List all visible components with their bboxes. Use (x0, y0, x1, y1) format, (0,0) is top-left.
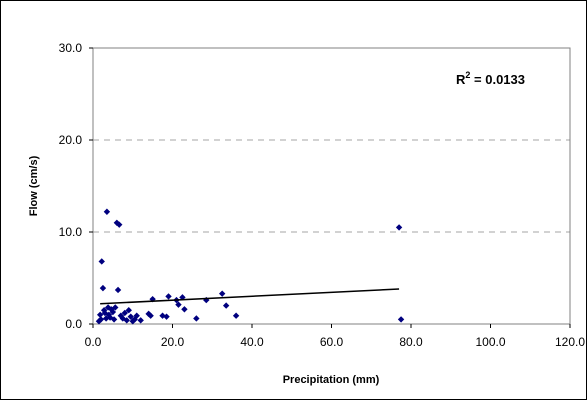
data-point (175, 301, 182, 308)
x-tick-label: 120.0 (555, 335, 585, 349)
data-point (137, 317, 144, 324)
x-tick-label: 60.0 (320, 335, 344, 349)
data-point (193, 315, 200, 322)
data-point (163, 313, 170, 320)
gridlines (93, 139, 570, 233)
x-axis-title: Precipitation (mm) (283, 374, 380, 386)
x-tick-label: 20.0 (161, 335, 185, 349)
y-tick-label: 10.0 (59, 225, 83, 239)
data-point (159, 312, 166, 319)
data-point (165, 293, 172, 300)
data-point (181, 306, 188, 313)
data-point (117, 312, 125, 319)
x-tick-label: 100.0 (475, 335, 505, 349)
data-point (125, 307, 132, 314)
y-tick-label: 30.0 (59, 41, 83, 55)
data-point (123, 317, 130, 324)
x-tick-label: 0.0 (85, 335, 102, 349)
data-point (99, 284, 107, 292)
trendline (100, 288, 400, 305)
data-point (395, 224, 403, 231)
data-point (112, 304, 119, 311)
axis-ticks (89, 47, 571, 328)
data-point (133, 312, 140, 319)
data-point (218, 290, 226, 297)
data-point (222, 302, 230, 309)
data-point (232, 312, 240, 319)
data-point (147, 312, 154, 319)
data-point (127, 313, 134, 320)
y-tick-label: 0.0 (65, 317, 82, 331)
y-tick-labels: 0.0 10.0 20.0 30.0 (59, 41, 83, 331)
x-tick-labels: 0.0 20.0 40.0 60.0 80.0 100.0 120.0 (85, 335, 586, 349)
x-tick-label: 40.0 (240, 335, 264, 349)
data-point (98, 258, 105, 265)
data-points (95, 208, 405, 325)
data-point (109, 308, 117, 316)
plot-area (92, 47, 571, 325)
data-point (121, 309, 128, 317)
data-point (116, 221, 123, 228)
data-point (97, 316, 105, 323)
data-point (103, 208, 111, 215)
data-point (110, 316, 118, 323)
data-point (106, 314, 114, 321)
data-point (397, 316, 405, 323)
data-point (114, 286, 122, 294)
x-tick-label: 80.0 (399, 335, 423, 349)
y-axis-title: Flow (cm/s) (28, 155, 40, 216)
y-tick-label: 20.0 (59, 133, 83, 147)
data-point (96, 311, 104, 318)
r-squared-annotation: R2 = 0.0133 (456, 70, 525, 87)
